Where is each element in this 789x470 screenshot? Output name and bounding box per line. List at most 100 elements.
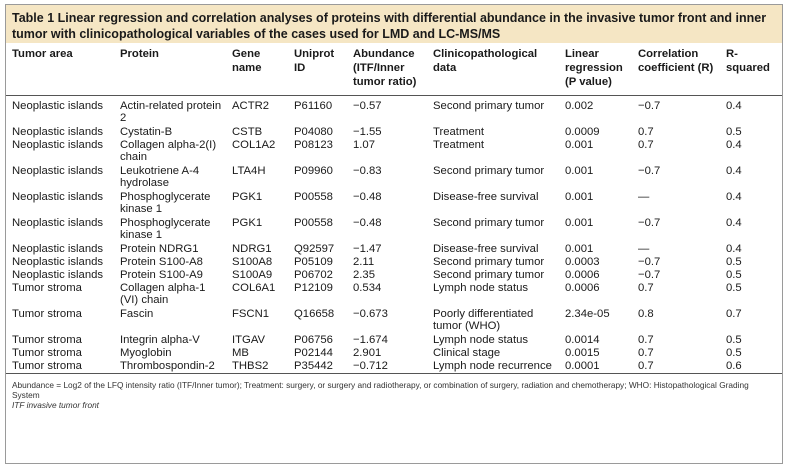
cell-r-squared: 0.4	[726, 242, 742, 255]
cell-abundance: −1.47	[353, 242, 382, 255]
cell-r-squared: 0.4	[726, 190, 742, 203]
cell-uniprot-id: Q92597	[294, 242, 335, 255]
cell-protein: Leukotriene A-4 hydrolase	[120, 164, 200, 190]
table-row: Tumor stroma Fascin FSCN1 Q16658 −0.673 Poorl…	[6, 308, 782, 334]
cell-correlation: 0.8	[638, 307, 654, 320]
header-gene-name: Gene name	[226, 43, 288, 96]
table-figure: Table 1 Linear regression and correlatio…	[5, 4, 783, 464]
cell-clinicopathological: Second primary tumor	[433, 164, 545, 177]
header-r-squared: R-squared	[720, 43, 782, 96]
cell-gene-name: PGK1	[232, 216, 263, 229]
cell-tumor-area: Tumor stroma	[12, 346, 82, 359]
cell-uniprot-id: P09960	[294, 164, 333, 177]
cell-protein: Protein NDRG1	[120, 242, 199, 255]
table-row: Neoplastic islands Leukotriene A-4 hydrol…	[6, 165, 782, 191]
cell-r-squared: 0.4	[726, 138, 742, 151]
cell-uniprot-id: P06756	[294, 333, 333, 346]
header-protein: Protein	[114, 43, 226, 96]
cell-clinicopathological: Second primary tumor	[433, 216, 545, 229]
cell-correlation: 0.7	[638, 333, 654, 346]
cell-tumor-area: Tumor stroma	[12, 333, 82, 346]
cell-abundance: 2.11	[353, 255, 375, 268]
cell-protein: Collagen alpha-2(I) chain	[120, 138, 217, 164]
header-abundance: Abundance (ITF/Inner tumor ratio)	[347, 43, 427, 96]
cell-r-squared: 0.4	[726, 164, 742, 177]
cell-uniprot-id: P12109	[294, 281, 333, 294]
cell-clinicopathological: Second primary tumor	[433, 99, 545, 112]
cell-correlation: —	[638, 242, 650, 255]
cell-linear-regression: 0.0015	[565, 346, 600, 359]
table-row: Neoplastic islands Phosphoglycerate kinas…	[6, 191, 782, 217]
cell-r-squared: 0.5	[726, 255, 742, 268]
cell-correlation: −0.7	[638, 216, 661, 229]
cell-clinicopathological: Disease-free survival	[433, 190, 539, 203]
table-row: Neoplastic islands Cystatin-B CSTB P04080 −1…	[6, 126, 782, 139]
cell-abundance: 1.07	[353, 138, 375, 151]
header-tumor-area: Tumor area	[6, 43, 114, 96]
cell-linear-regression: 0.0006	[565, 281, 600, 294]
cell-correlation: 0.7	[638, 281, 654, 294]
cell-uniprot-id: P00558	[294, 216, 333, 229]
cell-linear-regression: 0.002	[565, 99, 594, 112]
cell-gene-name: ACTR2	[232, 99, 270, 112]
cell-correlation: −0.7	[638, 164, 661, 177]
cell-uniprot-id: P61160	[294, 99, 333, 112]
cell-clinicopathological: Lymph node status	[433, 281, 529, 294]
table-row: Neoplastic islands Phosphoglycerate kinas…	[6, 217, 782, 243]
cell-correlation: 0.7	[632, 359, 720, 374]
cell-linear-regression: 0.0014	[565, 333, 600, 346]
cell-correlation: −0.7	[638, 268, 661, 281]
cell-tumor-area: Tumor stroma	[6, 359, 114, 374]
cell-abundance: 0.534	[353, 281, 382, 294]
cell-linear-regression: 0.001	[565, 164, 594, 177]
table-row: Neoplastic islands Actin-related protein …	[6, 95, 782, 126]
cell-abundance: 2.901	[353, 346, 382, 359]
cell-linear-regression: 0.0001	[559, 359, 632, 374]
cell-uniprot-id: P35442	[288, 359, 347, 374]
header-row: Tumor area Protein Gene name Uniprot ID …	[6, 43, 782, 96]
cell-r-squared: 0.5	[726, 281, 742, 294]
cell-clinicopathological: Second primary tumor	[433, 255, 545, 268]
cell-gene-name: THBS2	[226, 359, 288, 374]
cell-linear-regression: 0.001	[565, 138, 594, 151]
cell-clinicopathological: Second primary tumor	[433, 268, 545, 281]
cell-protein: Actin-related protein 2	[120, 99, 222, 125]
cell-linear-regression: 2.34e-05	[565, 307, 610, 320]
table-row: Tumor stroma Myoglobin MB P02144 2.901 Clinic…	[6, 347, 782, 360]
cell-r-squared: 0.5	[726, 268, 742, 281]
cell-protein: Myoglobin	[120, 346, 172, 359]
cell-gene-name: LTA4H	[232, 164, 266, 177]
cell-abundance: −0.712	[347, 359, 427, 374]
header-linear-regression: Linear regression (P value)	[559, 43, 632, 96]
cell-gene-name: COL1A2	[232, 138, 276, 151]
cell-protein: Phosphoglycerate kinase 1	[120, 190, 211, 216]
cell-abundance: −0.673	[353, 307, 388, 320]
cell-gene-name: FSCN1	[232, 307, 270, 320]
cell-clinicopathological: Treatment	[433, 125, 485, 138]
header-uniprot-id: Uniprot ID	[288, 43, 347, 96]
cell-gene-name: PGK1	[232, 190, 263, 203]
cell-linear-regression: 0.0006	[565, 268, 600, 281]
cell-uniprot-id: Q16658	[294, 307, 335, 320]
cell-r-squared: 0.5	[726, 125, 742, 138]
cell-protein: Integrin alpha-V	[120, 333, 200, 346]
cell-correlation: 0.7	[638, 138, 654, 151]
cell-protein: Protein S100-A9	[120, 268, 203, 281]
cell-tumor-area: Neoplastic islands	[12, 216, 104, 229]
cell-tumor-area: Tumor stroma	[12, 307, 82, 320]
cell-r-squared: 0.4	[726, 216, 742, 229]
cell-uniprot-id: P04080	[294, 125, 333, 138]
cell-abundance: −1.674	[353, 333, 388, 346]
cell-gene-name: MB	[232, 346, 249, 359]
footnote-itf: ITF invasive tumor front	[12, 399, 99, 410]
cell-uniprot-id: P05109	[294, 255, 333, 268]
cell-correlation: 0.7	[638, 125, 654, 138]
cell-tumor-area: Neoplastic islands	[12, 164, 104, 177]
cell-tumor-area: Neoplastic islands	[12, 99, 104, 112]
table-row: Tumor stroma Collagen alpha-1 (VI) chain C…	[6, 282, 782, 308]
cell-protein: Fascin	[120, 307, 154, 320]
cell-gene-name: S100A9	[232, 268, 273, 281]
cell-tumor-area: Neoplastic islands	[12, 125, 104, 138]
table-footnotes: Abundance = Log2 of the LFQ intensity ra…	[6, 374, 782, 411]
cell-protein: Collagen alpha-1 (VI) chain	[120, 281, 206, 307]
